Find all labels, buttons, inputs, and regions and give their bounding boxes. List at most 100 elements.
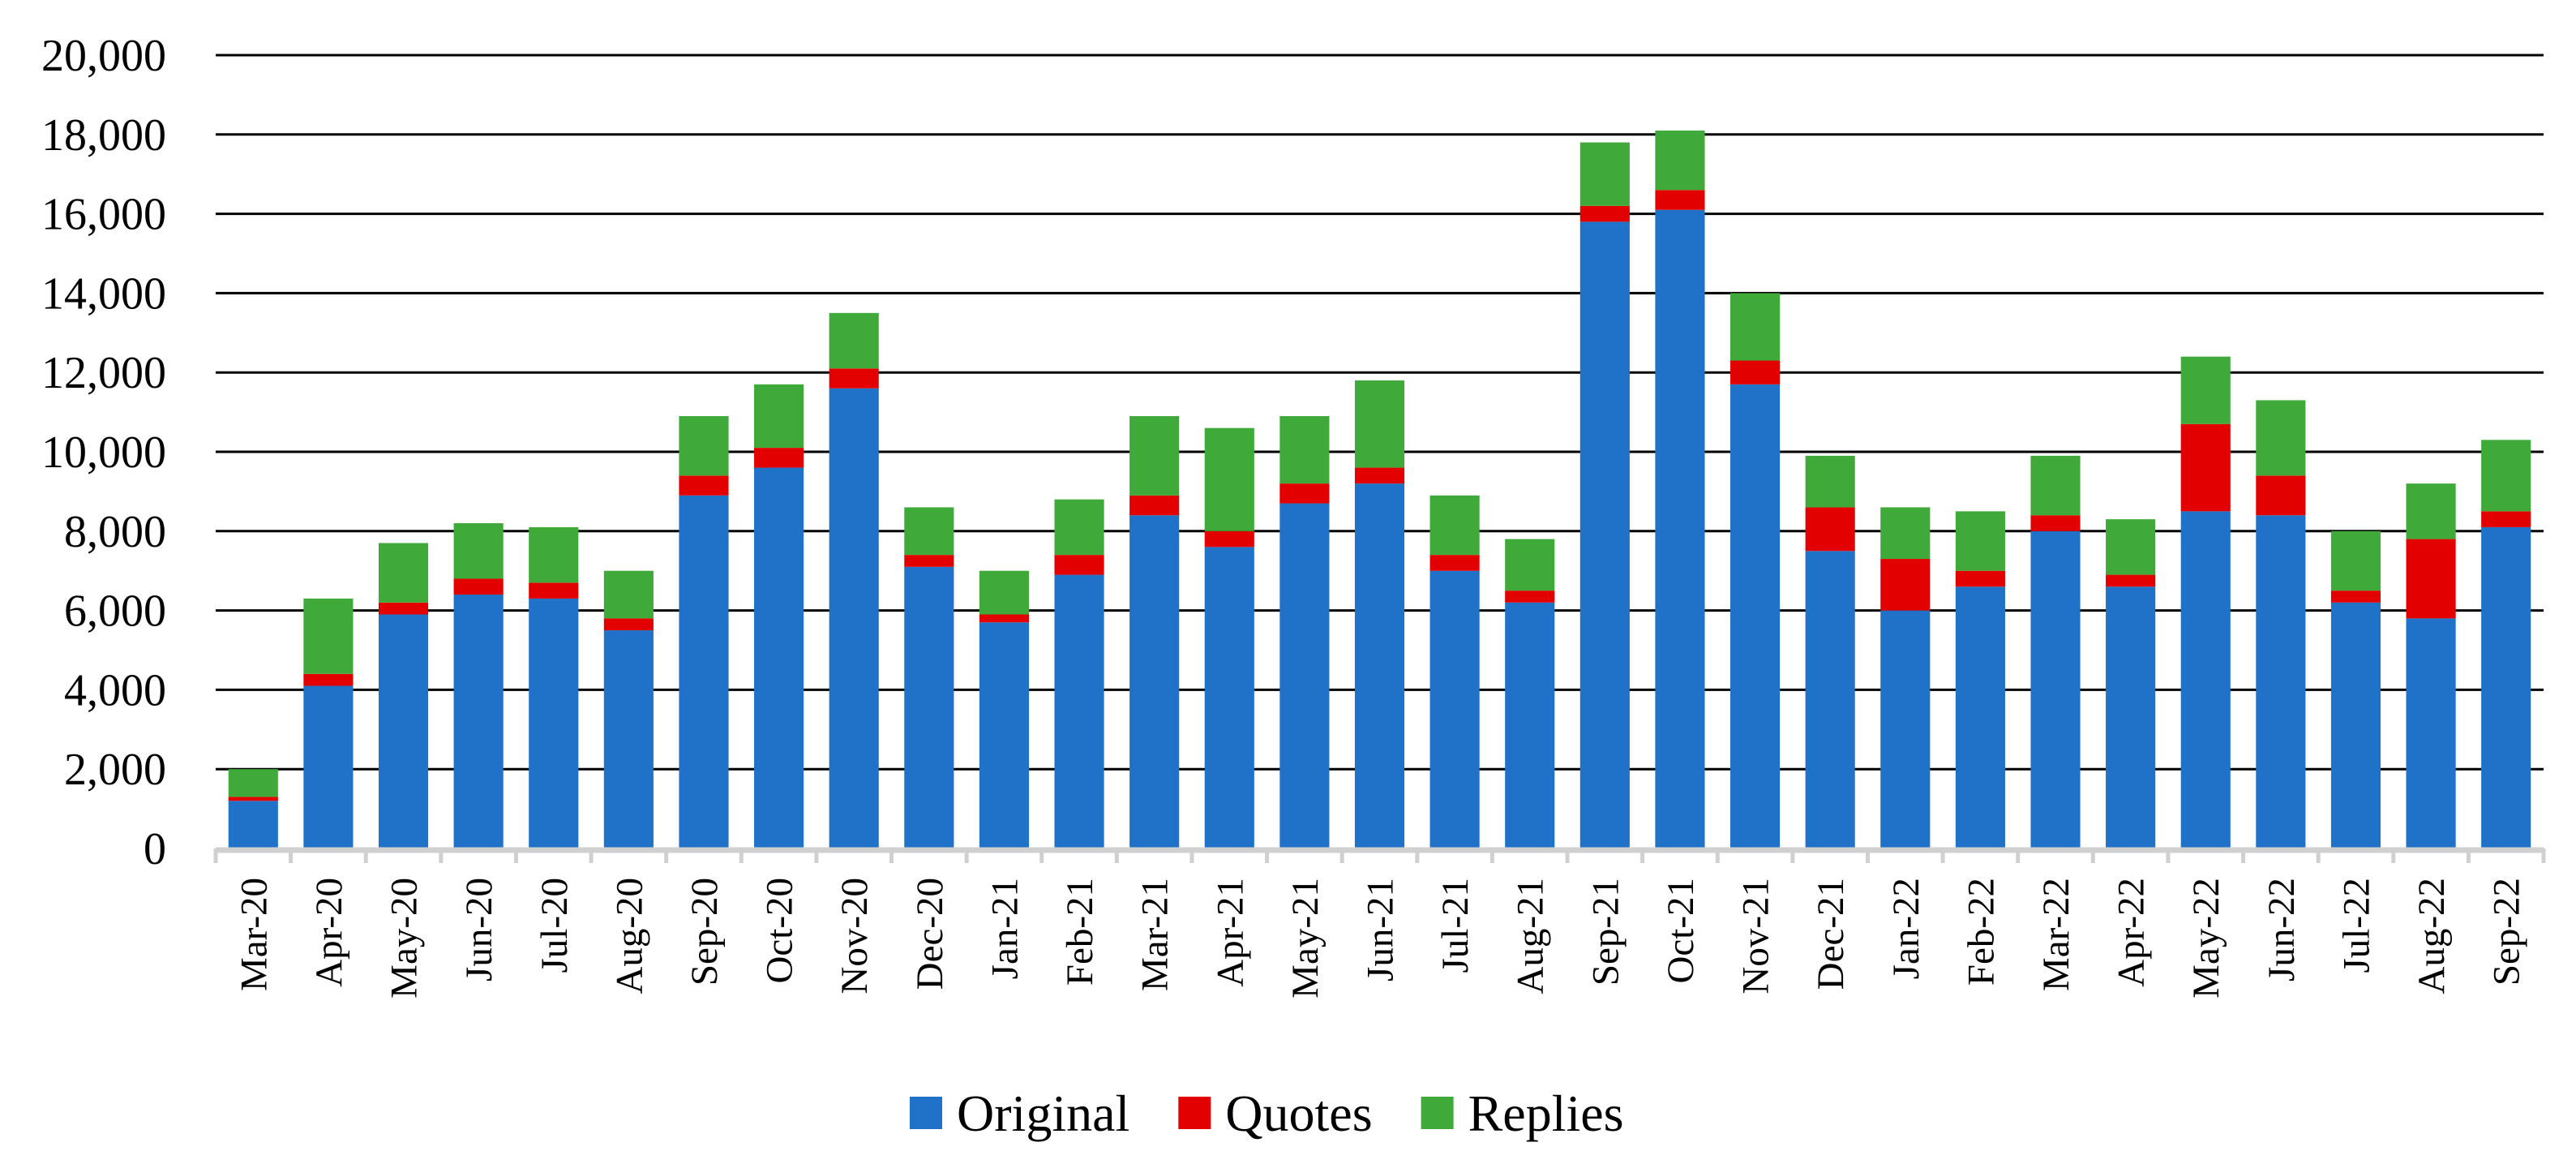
y-tick-label: 0 [144, 824, 166, 874]
bar-segment-quotes-nov-20 [829, 368, 879, 389]
bar-segment-original-nov-21 [1730, 384, 1781, 848]
x-tick-label: May-22 [2185, 878, 2227, 999]
y-tick-label: 8,000 [64, 507, 166, 557]
bar-segment-replies-may-22 [2180, 356, 2231, 424]
legend-label-quotes: Quotes [1225, 1085, 1372, 1142]
bar-segment-replies-jun-20 [453, 523, 504, 579]
bar-segment-replies-oct-20 [754, 384, 804, 449]
bar-segment-replies-feb-22 [1955, 511, 2005, 571]
x-tick-label: Aug-21 [1510, 878, 1552, 994]
y-tick-label: 4,000 [64, 665, 166, 715]
bar-segment-original-sep-22 [2481, 526, 2531, 848]
x-tick-label: May-20 [384, 878, 426, 999]
legend-swatch-original [910, 1097, 942, 1129]
y-tick-label: 20,000 [41, 31, 166, 81]
bar-segment-original-nov-20 [829, 388, 879, 848]
bar-segment-quotes-may-21 [1279, 483, 1330, 504]
x-tick-label: Apr-22 [2111, 878, 2153, 987]
bar-segment-replies-jul-22 [2330, 530, 2381, 591]
x-tick-label: Aug-20 [608, 878, 650, 994]
bar-segment-replies-nov-21 [1730, 293, 1781, 361]
bar-segment-replies-aug-20 [603, 570, 654, 619]
x-tick-label: Mar-22 [2035, 878, 2077, 991]
legend: Original Quotes Replies [910, 1085, 1624, 1142]
x-tick-label: Oct-21 [1660, 878, 1702, 984]
bar-segment-original-feb-22 [1955, 586, 2005, 848]
bar-segment-quotes-apr-20 [303, 673, 354, 686]
bar-segment-original-may-22 [2180, 511, 2231, 848]
bar-segment-quotes-dec-21 [1805, 507, 1855, 552]
bar-segment-quotes-sep-20 [679, 475, 729, 496]
x-tick-label: Sep-20 [684, 878, 726, 986]
x-axis [213, 847, 2546, 863]
y-tick-label: 12,000 [41, 348, 166, 398]
bar-segment-replies-dec-20 [904, 507, 954, 556]
bar-segment-quotes-jun-20 [453, 578, 504, 595]
bar-segment-original-jan-22 [1880, 610, 1931, 848]
bar-segment-quotes-apr-22 [2106, 574, 2156, 587]
x-tick-label: Jun-22 [2261, 878, 2303, 981]
bar-segment-original-oct-20 [754, 467, 804, 848]
y-tick-label: 2,000 [64, 745, 166, 795]
bars [228, 130, 2531, 849]
x-tick-label: May-21 [1284, 878, 1327, 999]
bar-segment-original-apr-22 [2106, 586, 2156, 848]
y-tick-label: 18,000 [41, 110, 166, 161]
y-axis-tick-labels: 0 2,000 4,000 6,000 8,000 10,000 12,000 14,000 1… [41, 31, 166, 874]
bar-segment-original-apr-20 [303, 685, 354, 848]
bar-segment-replies-dec-21 [1805, 455, 1855, 508]
x-tick-label: Mar-21 [1134, 878, 1177, 991]
bar-segment-original-sep-21 [1579, 221, 1630, 848]
bar-segment-original-jul-21 [1429, 570, 1480, 848]
bar-segment-quotes-jun-21 [1354, 467, 1405, 484]
bar-segment-replies-mar-20 [228, 769, 278, 797]
bar-segment-quotes-feb-22 [1955, 570, 2005, 587]
bar-segment-replies-mar-22 [2030, 455, 2081, 516]
x-tick-label: Dec-21 [1810, 878, 1852, 990]
bar-segment-replies-sep-21 [1579, 142, 1630, 206]
x-tick-label: Apr-21 [1209, 878, 1251, 987]
bar-segment-original-jan-21 [979, 622, 1029, 848]
x-tick-label: Apr-20 [308, 878, 350, 987]
x-tick-label: Sep-22 [2486, 878, 2528, 986]
y-tick-label: 6,000 [64, 586, 166, 637]
legend-swatch-replies [1421, 1097, 1454, 1129]
bar-segment-original-oct-21 [1655, 209, 1705, 849]
bar-segment-quotes-jun-22 [2256, 475, 2306, 516]
bar-segment-quotes-oct-21 [1655, 190, 1705, 210]
bar-segment-quotes-feb-21 [1054, 555, 1104, 575]
bar-segment-replies-jun-21 [1354, 380, 1405, 468]
bar-segment-quotes-dec-20 [904, 555, 954, 567]
legend-label-original: Original [957, 1085, 1129, 1142]
x-tick-label: Jul-22 [2335, 878, 2377, 973]
bar-segment-original-jul-22 [2330, 602, 2381, 848]
bar-segment-quotes-apr-21 [1204, 530, 1254, 548]
bar-segment-replies-jul-20 [529, 526, 579, 583]
x-tick-label: Jul-21 [1434, 878, 1477, 973]
x-tick-label: Nov-21 [1735, 878, 1777, 994]
x-tick-label: Jun-21 [1360, 878, 1402, 981]
bar-segment-replies-feb-21 [1054, 499, 1104, 556]
bar-segment-original-may-20 [378, 614, 429, 848]
bar-segment-quotes-nov-21 [1730, 360, 1781, 384]
bar-segment-replies-apr-22 [2106, 519, 2156, 575]
bar-segment-quotes-aug-21 [1505, 591, 1555, 603]
x-tick-label: Jul-20 [534, 878, 576, 973]
bar-segment-replies-aug-22 [2406, 483, 2456, 539]
x-tick-label: Oct-20 [759, 878, 801, 984]
bar-segment-original-may-21 [1279, 503, 1330, 848]
x-tick-label: Feb-21 [1059, 878, 1101, 986]
y-tick-label: 14,000 [41, 268, 166, 319]
bar-segment-quotes-jul-22 [2330, 591, 2381, 603]
bar-segment-quotes-mar-22 [2030, 515, 2081, 531]
bar-segment-original-jul-20 [529, 598, 579, 848]
x-tick-label: Dec-20 [909, 878, 951, 990]
legend-label-replies: Replies [1468, 1085, 1624, 1142]
bar-segment-quotes-may-20 [378, 602, 429, 615]
x-tick-label: Mar-20 [233, 878, 275, 991]
bar-segment-quotes-sep-21 [1579, 205, 1630, 222]
bar-segment-replies-jul-21 [1429, 495, 1480, 556]
bar-segment-original-jun-21 [1354, 483, 1405, 848]
bar-segment-original-feb-21 [1054, 574, 1104, 848]
x-tick-label: Nov-20 [834, 878, 876, 994]
